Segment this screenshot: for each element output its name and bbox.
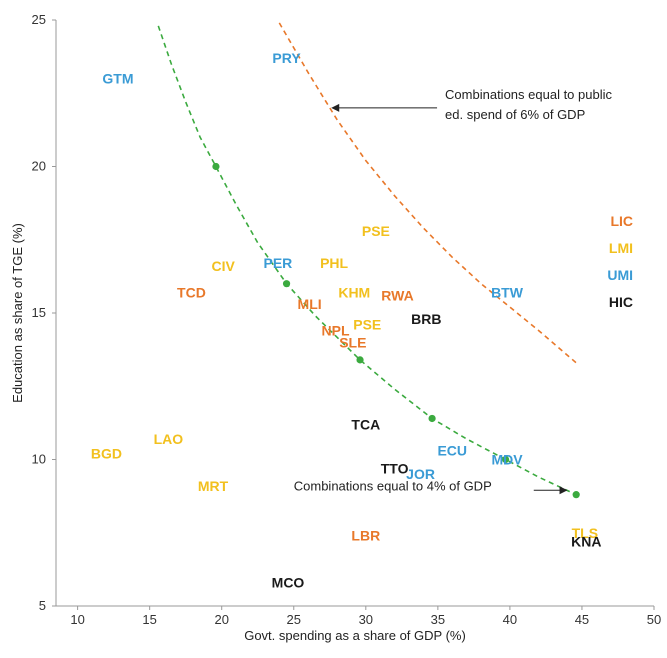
point-label-mli: MLI bbox=[298, 296, 322, 312]
point-label-npl: NPL bbox=[322, 323, 350, 339]
annotations: Combinations equal to public ed. spend of… bbox=[294, 87, 612, 495]
point-label-jor: JOR bbox=[406, 466, 435, 482]
point-label-lbr: LBR bbox=[351, 528, 380, 544]
point-label-ecu: ECU bbox=[437, 443, 467, 459]
x-tick-label: 20 bbox=[214, 612, 228, 627]
point-label-sle: SLE bbox=[339, 334, 366, 350]
x-tick-label: 50 bbox=[647, 612, 661, 627]
point-label-tcd: TCD bbox=[177, 284, 206, 300]
point-label-mrt: MRT bbox=[198, 478, 229, 494]
legend-item-lmi: LMI bbox=[609, 240, 633, 256]
legend: LIC LMI UMI HIC bbox=[607, 213, 633, 310]
x-tick-label: 45 bbox=[575, 612, 589, 627]
point-label-kna: KNA bbox=[571, 534, 601, 550]
point-label-civ: CIV bbox=[211, 258, 235, 274]
x-axis-title: Govt. spending as a share of GDP (%) bbox=[244, 628, 466, 643]
x-tick-label: 25 bbox=[287, 612, 301, 627]
legend-item-lic: LIC bbox=[610, 213, 633, 229]
x-tick-label: 35 bbox=[431, 612, 445, 627]
point-label-tto: TTO bbox=[381, 460, 409, 476]
point-label-rwa: RWA bbox=[381, 287, 413, 303]
annotation-arrowhead bbox=[559, 486, 568, 495]
point-label-tca: TCA bbox=[351, 416, 380, 432]
point-label-pry: PRY bbox=[272, 50, 301, 66]
x-tick-label: 30 bbox=[359, 612, 373, 627]
point-label-tls: TLS bbox=[572, 525, 598, 541]
annotation-arrowhead bbox=[331, 103, 340, 112]
annotation-text: Combinations equal to 4% of GDP bbox=[294, 478, 492, 493]
x-tick-label: 10 bbox=[70, 612, 84, 627]
x-tick-label: 40 bbox=[503, 612, 517, 627]
legend-item-umi: UMI bbox=[607, 267, 633, 283]
point-label-brb: BRB bbox=[411, 311, 441, 327]
curve-marker bbox=[282, 280, 291, 288]
y-axis-title: Education as share of TGE (%) bbox=[10, 223, 25, 403]
point-label-gtm: GTM bbox=[102, 71, 133, 87]
y-tick-labels: 5 10 15 20 25 bbox=[32, 12, 56, 613]
point-label-pse: PSE bbox=[362, 223, 390, 239]
y-tick-label: 10 bbox=[32, 452, 46, 467]
point-label-khm: KHM bbox=[338, 284, 370, 300]
curve-marker bbox=[212, 162, 220, 171]
curve-marker bbox=[428, 414, 436, 423]
y-tick-label: 20 bbox=[32, 159, 46, 174]
point-label-per: PER bbox=[264, 255, 293, 271]
annotation-text: Combinations equal to public bbox=[445, 87, 612, 102]
point-label-lao: LAO bbox=[154, 431, 184, 447]
point-label-phl: PHL bbox=[320, 255, 348, 271]
reference-curves bbox=[157, 22, 580, 499]
y-tick-label: 25 bbox=[32, 12, 46, 27]
x-tick-labels: 10 15 20 25 30 35 40 45 50 bbox=[70, 606, 661, 627]
legend-item-hic: HIC bbox=[609, 294, 633, 310]
point-label-btw: BTW bbox=[491, 284, 524, 300]
curve-1 bbox=[278, 22, 577, 364]
curve-marker bbox=[572, 491, 580, 499]
point-label-mco: MCO bbox=[272, 575, 305, 591]
curve-marker bbox=[356, 356, 364, 364]
point-label-mdv: MDV bbox=[491, 452, 523, 468]
point-label-bgd: BGD bbox=[91, 446, 122, 462]
curve-0 bbox=[157, 25, 577, 496]
curve-marker bbox=[501, 455, 510, 464]
y-tick-label: 15 bbox=[32, 305, 46, 320]
annotation-text: ed. spend of 6% of GDP bbox=[445, 107, 585, 122]
y-tick-label: 5 bbox=[39, 598, 46, 613]
x-tick-label: 15 bbox=[142, 612, 156, 627]
point-label-pse: PSE bbox=[353, 317, 381, 333]
